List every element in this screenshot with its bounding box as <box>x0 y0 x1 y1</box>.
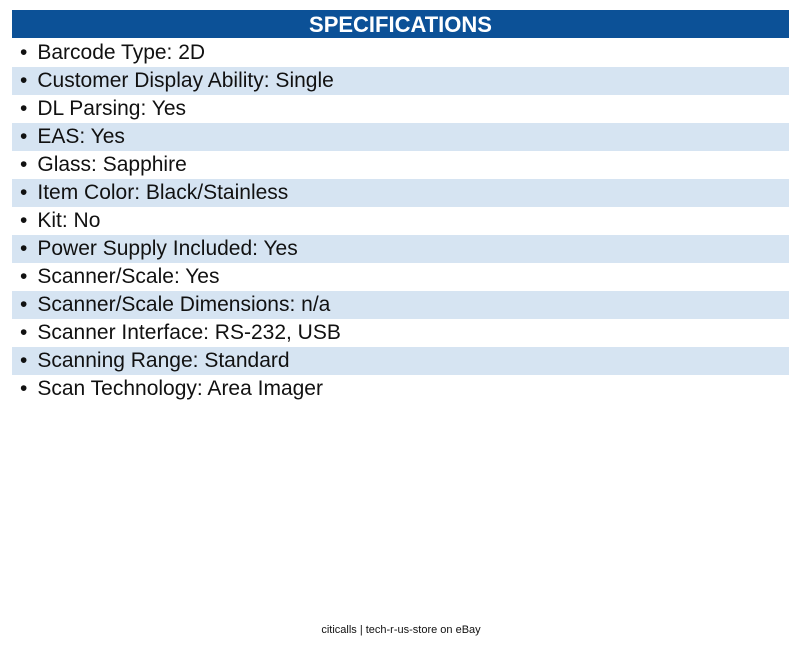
spec-item: Power Supply Included: Yes <box>12 235 789 263</box>
footer: citicalls | tech-r-us-store on eBay <box>321 624 481 636</box>
spec-item: Scanner/Scale: Yes <box>12 263 789 291</box>
spec-item: Scanning Range: Standard <box>12 347 789 375</box>
spec-item: Kit: No <box>12 207 789 235</box>
spec-list: Barcode Type: 2DCustomer Display Ability… <box>12 39 789 403</box>
spec-item: Glass: Sapphire <box>12 151 789 179</box>
spec-item: Scanner Interface: RS-232, USB <box>12 319 789 347</box>
spec-item: Barcode Type: 2D <box>12 39 789 67</box>
spec-item: DL Parsing: Yes <box>12 95 789 123</box>
header-title: SPECIFICATIONS <box>12 10 789 38</box>
spec-item: EAS: Yes <box>12 123 789 151</box>
spec-item: Item Color: Black/Stainless <box>12 179 789 207</box>
spec-item: Scan Technology: Area Imager <box>12 375 789 403</box>
spec-item: Customer Display Ability: Single <box>12 67 789 95</box>
spec-item: Scanner/Scale Dimensions: n/a <box>12 291 789 319</box>
